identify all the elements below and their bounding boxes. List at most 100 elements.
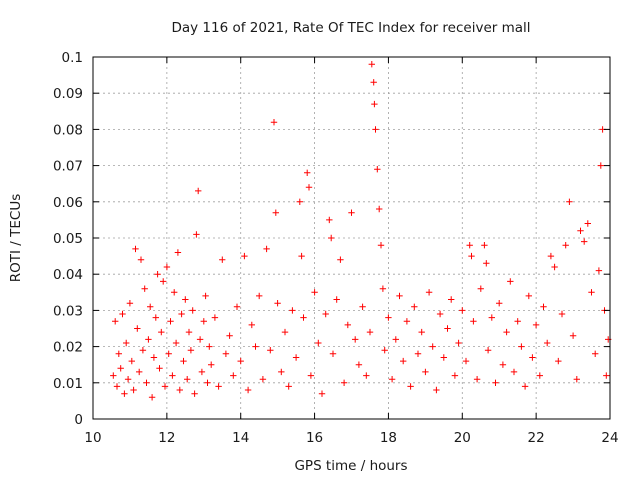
data-point <box>230 372 237 379</box>
chart-title: Day 116 of 2021, Rate Of TEC Index for r… <box>171 20 530 36</box>
data-point <box>161 383 169 390</box>
x-tick-label: 24 <box>601 430 618 446</box>
data-point <box>145 336 152 343</box>
data-point <box>425 289 433 296</box>
data-point <box>368 61 375 68</box>
data-point <box>185 328 193 336</box>
data-point <box>315 339 322 347</box>
axis-ticks <box>92 56 611 420</box>
data-point <box>148 394 156 401</box>
y-tick-label: 0.03 <box>53 303 83 319</box>
data-point <box>304 169 311 176</box>
data-point <box>551 263 558 271</box>
data-point <box>374 166 381 173</box>
data-point <box>466 242 473 249</box>
data-point <box>267 347 274 354</box>
data-point <box>241 252 248 260</box>
data-point <box>581 238 588 245</box>
data-point <box>219 256 226 263</box>
data-point <box>400 357 407 365</box>
y-tick-label: 0.09 <box>53 86 83 102</box>
y-tick-label: 0.02 <box>53 340 83 356</box>
data-point <box>139 347 147 354</box>
y-tick-label: 0.05 <box>53 231 83 247</box>
data-point <box>371 100 378 108</box>
data-point <box>206 343 213 350</box>
data-point <box>422 368 429 376</box>
data-point <box>547 252 555 260</box>
y-tick-label: 0.04 <box>53 267 83 283</box>
data-point <box>329 350 337 357</box>
data-point <box>154 271 161 278</box>
data-point <box>411 303 418 310</box>
data-point <box>592 350 599 357</box>
data-point <box>130 386 137 394</box>
data-point <box>200 318 207 325</box>
data-point <box>113 383 121 390</box>
data-point <box>566 198 573 205</box>
data-point <box>174 249 182 256</box>
data-point <box>128 357 135 365</box>
data-point <box>124 376 132 383</box>
data-point <box>292 354 300 361</box>
data-point <box>318 390 326 397</box>
data-point <box>359 303 366 310</box>
y-tick-label: 0.08 <box>53 122 83 138</box>
data-point <box>237 357 244 365</box>
data-point <box>132 245 139 253</box>
data-point <box>429 343 436 350</box>
data-point <box>470 318 477 325</box>
data-point <box>440 354 447 361</box>
data-point <box>156 365 163 372</box>
y-tick-label: 0.07 <box>53 159 83 175</box>
data-point <box>263 245 270 253</box>
data-point <box>352 336 359 343</box>
data-point <box>473 376 481 383</box>
data-point <box>270 119 278 126</box>
data-point <box>112 318 119 325</box>
data-point <box>136 368 143 376</box>
data-point <box>296 198 303 205</box>
data-point <box>143 379 150 386</box>
data-point <box>147 303 154 310</box>
data-point <box>496 300 503 307</box>
data-point <box>274 300 281 307</box>
data-point <box>211 314 219 321</box>
data-point <box>195 187 202 195</box>
data-point <box>381 347 388 354</box>
data-point <box>366 328 374 336</box>
data-point <box>115 350 122 357</box>
data-point <box>525 292 532 300</box>
x-axis-label: GPS time / hours <box>294 458 407 474</box>
data-point <box>167 318 174 325</box>
grid-lines <box>93 57 610 419</box>
data-point <box>355 361 363 368</box>
data-point <box>436 310 444 318</box>
data-point <box>193 231 200 238</box>
data-points <box>110 61 612 401</box>
data-point <box>198 368 206 376</box>
data-point <box>388 376 396 383</box>
data-point <box>289 307 296 314</box>
data-point <box>532 321 540 329</box>
y-tick-label: 0 <box>74 412 83 428</box>
data-point <box>208 361 215 368</box>
data-point <box>558 310 566 318</box>
data-point <box>337 256 344 263</box>
data-point <box>499 361 507 368</box>
data-point <box>322 310 329 318</box>
data-point <box>376 205 383 213</box>
y-axis-label: ROTI / TECUs <box>8 194 24 282</box>
data-point <box>477 285 484 292</box>
data-point <box>385 314 392 321</box>
data-point <box>256 292 263 300</box>
data-point <box>481 242 488 249</box>
data-point <box>298 252 305 260</box>
data-point <box>483 260 490 267</box>
data-point <box>259 376 267 383</box>
data-point <box>555 357 562 365</box>
data-point <box>403 318 411 325</box>
data-point <box>121 390 128 397</box>
data-point <box>414 350 422 357</box>
